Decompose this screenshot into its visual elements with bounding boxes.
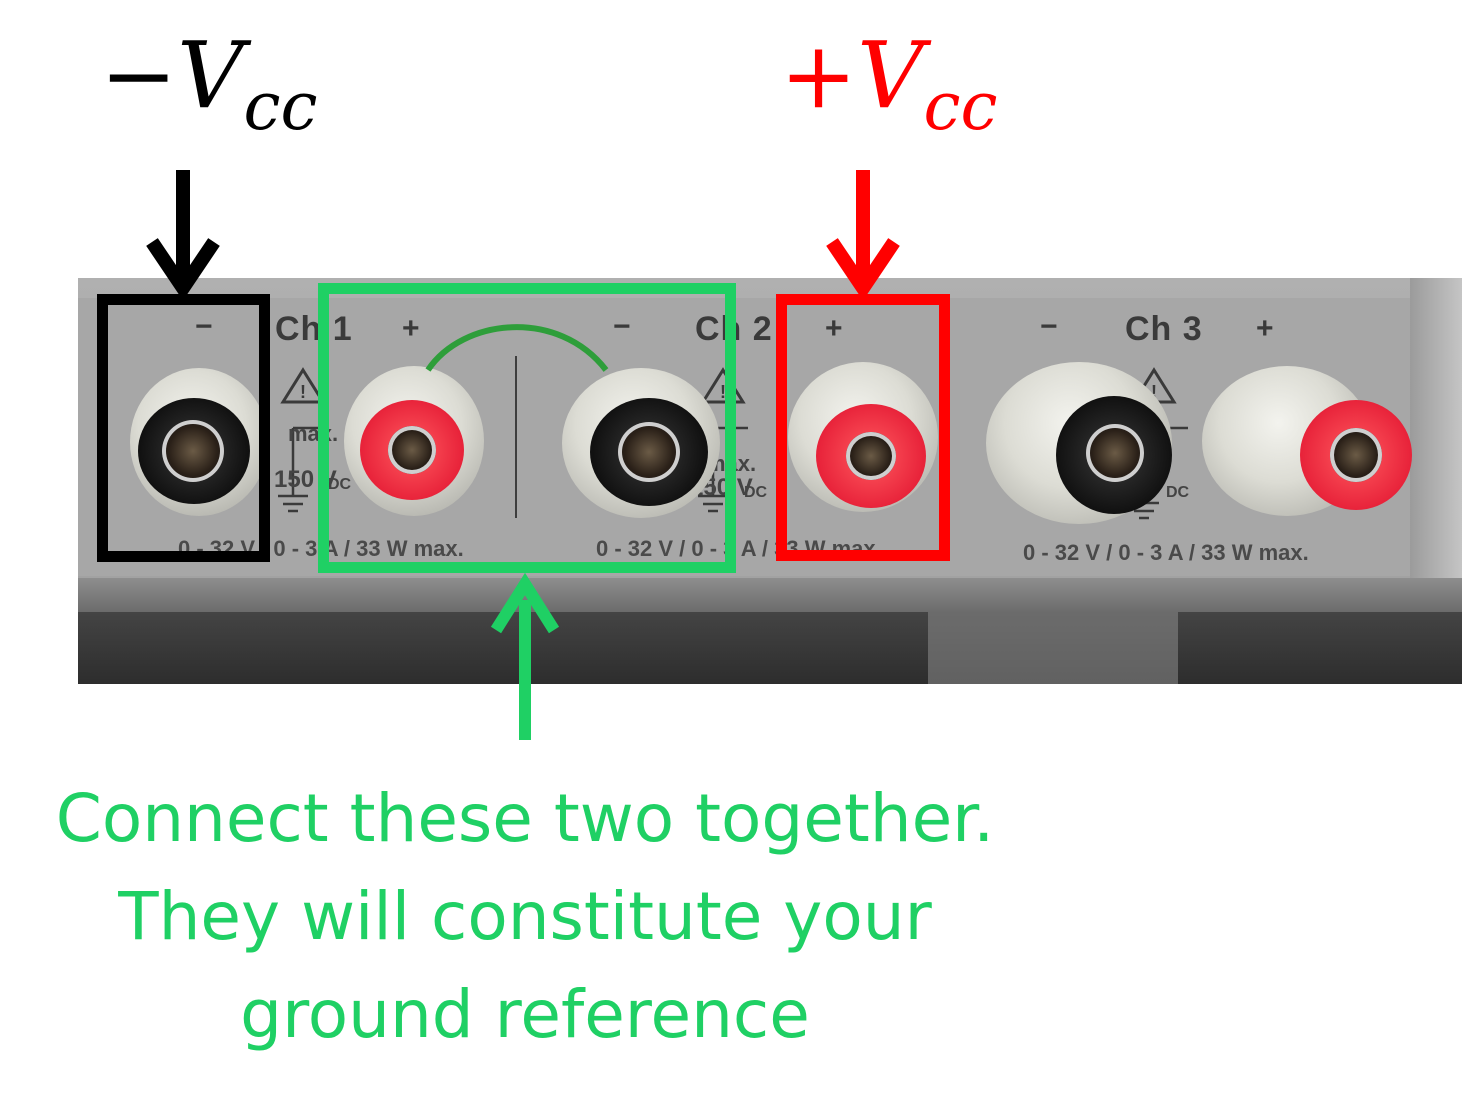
- ch3-label: Ch 3: [1125, 310, 1203, 348]
- neg-arrow-icon: [146, 238, 220, 300]
- ground-arrow-shaft: [519, 600, 531, 740]
- ch3-negative-binding-post[interactable]: [986, 362, 1172, 524]
- caption-line-2: They will constitute your: [118, 878, 932, 955]
- pos-arrow-shaft: [856, 170, 870, 288]
- device-foot: [928, 612, 1178, 684]
- pos-arrow-icon: [826, 238, 900, 300]
- ch3-positive-binding-post[interactable]: [1202, 366, 1414, 516]
- panel-base: [78, 612, 1462, 684]
- ground-reference-caption: Connect these two together. They will co…: [0, 770, 1050, 1064]
- ch2-dc-label: DC: [744, 484, 768, 501]
- ch3-plus-mark: +: [1256, 312, 1274, 345]
- caption-line-3: ground reference: [240, 976, 810, 1053]
- ch1-dc-label: DC: [328, 476, 352, 493]
- ch2-plus-mark: +: [825, 312, 843, 345]
- ch1-max-label: max.: [288, 421, 339, 446]
- neg-arrow-shaft: [176, 170, 190, 288]
- ch3-dc-label: DC: [1166, 484, 1190, 501]
- ground-highlight-box: [318, 283, 736, 573]
- power-supply-photo: Ch 1 Ch 2 Ch 3 − + − + − + ! ! ! max. 15…: [78, 278, 1462, 684]
- svg-text:!: !: [720, 382, 726, 402]
- panel-face: [78, 298, 1410, 576]
- panel-frame: [1410, 278, 1462, 578]
- ch1-positive-binding-post[interactable]: [344, 366, 484, 516]
- ch1-plus-mark: +: [402, 312, 420, 345]
- ground-arrow-icon: [490, 572, 560, 634]
- channel-divider: [515, 356, 517, 518]
- ch1-minus-mark: −: [195, 310, 213, 343]
- svg-text:!: !: [1151, 382, 1157, 402]
- ch2-minus-mark: −: [613, 310, 631, 343]
- ch2-positive-binding-post[interactable]: [788, 362, 938, 512]
- ch1-negative-binding-post[interactable]: [130, 368, 268, 516]
- neg-vcc-highlight-box: [97, 294, 270, 562]
- pos-vcc-label: +Vcc: [780, 22, 998, 145]
- neg-vcc-label: −Vcc: [100, 22, 318, 145]
- caption-line-1: Connect these two together.: [55, 780, 995, 857]
- svg-text:!: !: [300, 382, 306, 402]
- pos-vcc-highlight-box: [776, 294, 950, 561]
- ch1-label: Ch 1: [275, 310, 353, 348]
- ch3-rating: 0 - 32 V / 0 - 3 A / 33 W max.: [1023, 540, 1309, 565]
- panel-edge: [78, 578, 1462, 612]
- ch3-minus-mark: −: [1040, 310, 1058, 343]
- jumper-wire: [425, 324, 609, 372]
- ch2-negative-binding-post[interactable]: [562, 368, 720, 518]
